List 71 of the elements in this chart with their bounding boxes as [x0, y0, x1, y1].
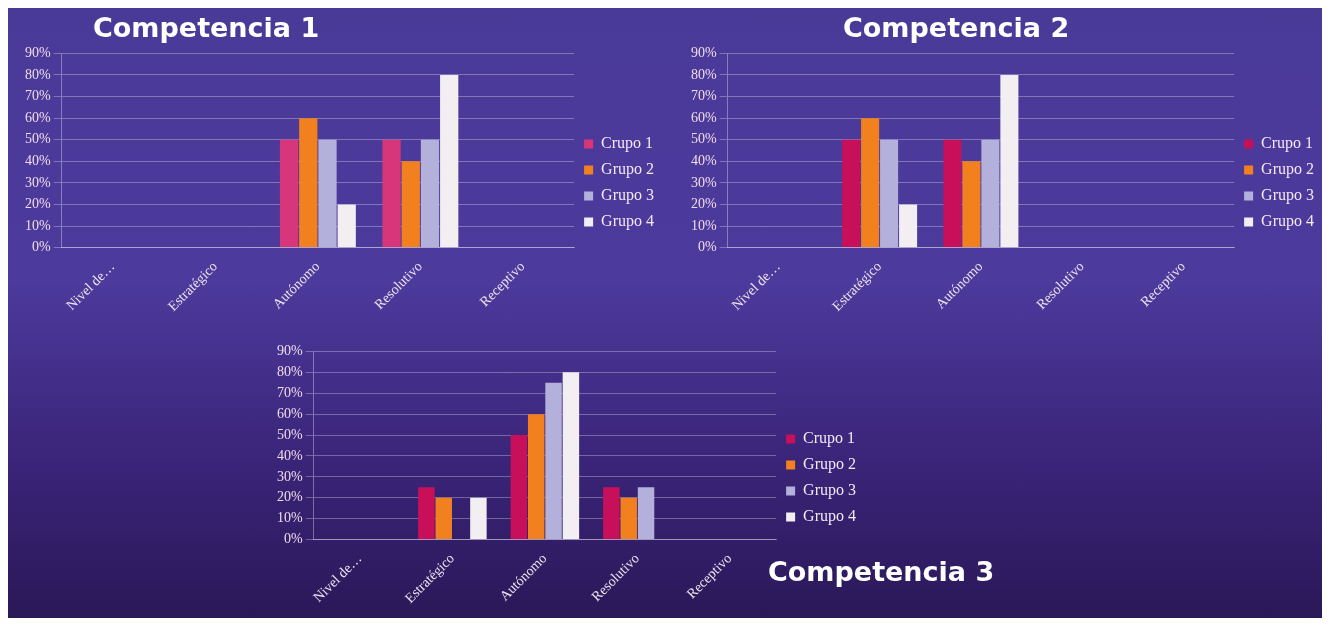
legend-label: Crupo 1: [601, 134, 654, 153]
legend-label: Grupo 2: [803, 455, 857, 474]
bar: [435, 497, 452, 540]
bar: [943, 139, 962, 248]
y-tick-label: 40%: [24, 152, 51, 168]
y-tick-label: 80%: [24, 66, 51, 82]
bar: [880, 139, 899, 248]
legend-label: Grupo 4: [803, 507, 857, 526]
bar: [420, 139, 440, 248]
y-tick-label: 20%: [690, 196, 717, 212]
bar: [842, 139, 861, 248]
legend-label: Grupo 4: [601, 212, 655, 231]
y-tick-label: 10%: [24, 217, 51, 233]
legend-label: Grupo 2: [1261, 160, 1315, 179]
bar: [279, 139, 299, 248]
y-tick-label: 80%: [690, 66, 717, 82]
y-tick-label: 50%: [690, 131, 717, 147]
y-tick-label: 50%: [24, 131, 51, 147]
bar: [637, 487, 655, 540]
y-tick-label: 60%: [690, 109, 717, 125]
bar: [899, 204, 918, 248]
y-tick-label: 70%: [24, 88, 51, 104]
y-tick-label: 0%: [283, 531, 303, 547]
bar: [440, 74, 459, 248]
y-tick-label: 60%: [24, 109, 51, 125]
bar: [545, 382, 562, 540]
legend-label: Grupo 4: [1261, 212, 1315, 231]
legend-label: Crupo 1: [1261, 134, 1314, 153]
y-tick-label: 0%: [31, 239, 51, 255]
chart-title: Competencia 2: [843, 12, 1070, 43]
bar: [603, 487, 620, 540]
y-tick-label: 90%: [276, 343, 303, 359]
y-tick-label: 70%: [690, 88, 717, 104]
bar: [562, 372, 580, 540]
text: Competencia 3: [768, 556, 995, 587]
y-tick-label: 30%: [24, 174, 51, 190]
y-tick-label: 0%: [697, 239, 717, 255]
bar: [401, 161, 420, 248]
y-tick-label: 80%: [276, 363, 303, 379]
y-tick-label: 20%: [276, 489, 303, 505]
chart-title: Competencia 1: [93, 12, 320, 43]
bar: [861, 118, 880, 248]
legend-label: Grupo 3: [803, 481, 857, 500]
legend-label: Grupo 3: [1261, 186, 1315, 205]
y-tick-label: 90%: [690, 45, 717, 61]
bar: [470, 497, 487, 540]
bar: [299, 118, 318, 248]
y-tick-label: 10%: [276, 510, 303, 526]
bar: [527, 414, 545, 540]
legend-label: Grupo 2: [601, 160, 655, 179]
bar: [382, 139, 401, 248]
y-tick-label: 60%: [276, 405, 303, 421]
y-tick-label: 20%: [24, 196, 51, 212]
y-tick-label: 40%: [690, 152, 717, 168]
bar: [1000, 74, 1019, 248]
bar: [981, 139, 1000, 248]
y-tick-label: 30%: [276, 468, 303, 484]
bar: [620, 497, 637, 540]
y-tick-label: 70%: [276, 384, 303, 400]
legend-label: Crupo 1: [803, 429, 856, 448]
y-tick-label: 40%: [276, 447, 303, 463]
bar: [510, 435, 528, 540]
bar: [418, 487, 435, 540]
bar: [337, 204, 356, 248]
y-tick-label: 90%: [24, 45, 51, 61]
legend-label: Grupo 3: [601, 186, 655, 205]
y-tick-label: 10%: [690, 217, 717, 233]
y-tick-label: 30%: [690, 174, 717, 190]
bar: [962, 161, 981, 248]
bar: [318, 139, 337, 248]
y-tick-label: 50%: [276, 426, 303, 442]
